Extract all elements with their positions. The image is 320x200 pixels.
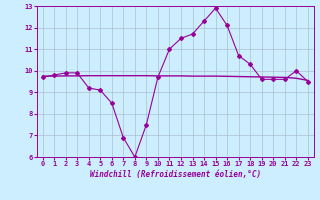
X-axis label: Windchill (Refroidissement éolien,°C): Windchill (Refroidissement éolien,°C) — [90, 170, 261, 179]
